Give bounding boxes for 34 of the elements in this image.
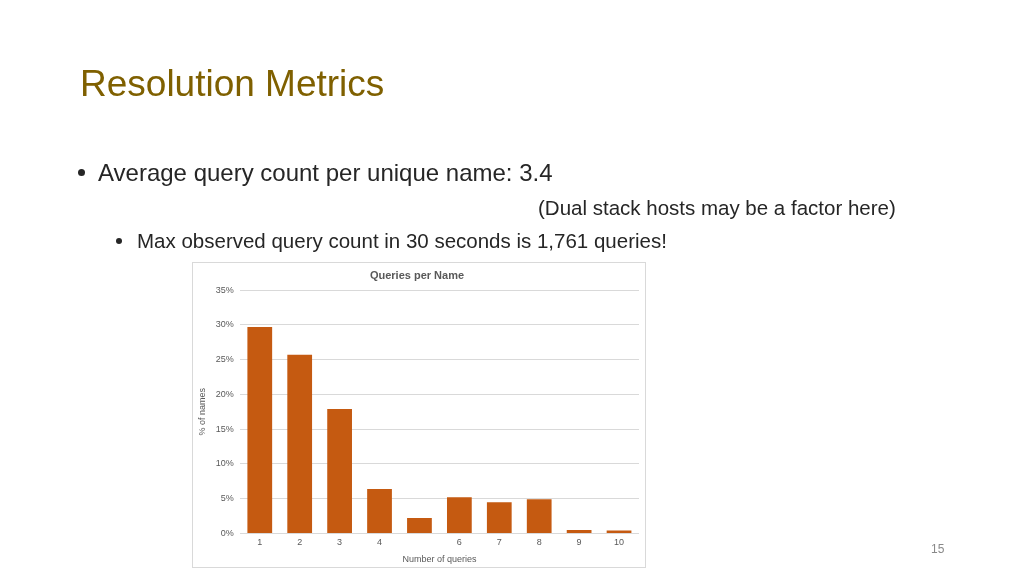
x-tick-label: 2 — [297, 537, 303, 548]
x-tick-label: 6 — [456, 537, 462, 548]
x-tick-label: 9 — [576, 537, 582, 548]
y-tick-label: 30% — [215, 319, 234, 330]
bar — [446, 497, 472, 533]
bar — [247, 327, 273, 533]
text: Max observed query count in 30 seconds is 1,761 queries! — [137, 229, 667, 252]
chart-title: Resolution Metrics — [80, 62, 385, 106]
y-tick-label: 5% — [220, 493, 234, 504]
text: Average query count per unique name: 3.4 — [98, 159, 553, 186]
x-tick-label: 10 — [614, 537, 625, 548]
y-tick-label: 15% — [215, 423, 234, 434]
y-tick-label: 25% — [215, 354, 234, 365]
x-tick-label: 8 — [536, 537, 542, 548]
bar — [327, 409, 352, 533]
bar — [367, 488, 392, 533]
bar — [407, 518, 432, 533]
x-tick-label: 4 — [377, 537, 383, 548]
bar — [287, 354, 313, 533]
text: (Dual stack hosts may be a factor here) — [538, 196, 896, 219]
text: 15 — [931, 542, 945, 556]
x-tick-label: 1 — [257, 537, 263, 548]
bar — [486, 502, 512, 533]
x-tick-label: 3 — [337, 537, 343, 548]
y-axis-title: % of names — [196, 387, 207, 436]
y-tick-label: 35% — [215, 284, 234, 295]
x-tick-label: 7 — [496, 537, 502, 548]
chart-subtitle: Queries per Name — [369, 268, 465, 281]
x-axis-title: Number of queries — [402, 554, 477, 565]
bar — [526, 499, 552, 533]
bar — [566, 529, 592, 533]
y-tick-label: 20% — [215, 388, 234, 399]
y-tick-label: 0% — [220, 527, 234, 538]
y-tick-label: 10% — [215, 458, 234, 469]
